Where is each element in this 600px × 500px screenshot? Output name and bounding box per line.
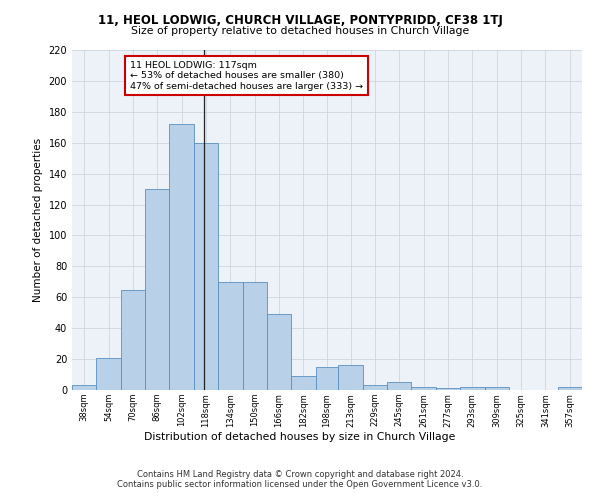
Bar bbox=[267, 314, 291, 390]
Text: Size of property relative to detached houses in Church Village: Size of property relative to detached ho… bbox=[131, 26, 469, 36]
Bar bbox=[485, 387, 509, 390]
Bar bbox=[557, 387, 582, 390]
Text: 11, HEOL LODWIG, CHURCH VILLAGE, PONTYPRIDD, CF38 1TJ: 11, HEOL LODWIG, CHURCH VILLAGE, PONTYPR… bbox=[98, 14, 502, 27]
Text: Distribution of detached houses by size in Church Village: Distribution of detached houses by size … bbox=[145, 432, 455, 442]
Bar bbox=[338, 366, 363, 390]
Bar bbox=[218, 282, 242, 390]
Bar bbox=[72, 386, 97, 390]
Bar bbox=[291, 376, 316, 390]
Text: Contains HM Land Registry data © Crown copyright and database right 2024.
Contai: Contains HM Land Registry data © Crown c… bbox=[118, 470, 482, 489]
Bar bbox=[316, 367, 338, 390]
Bar bbox=[460, 387, 485, 390]
Bar bbox=[194, 142, 218, 390]
Bar bbox=[363, 386, 387, 390]
Bar bbox=[145, 189, 169, 390]
Text: 11 HEOL LODWIG: 117sqm
← 53% of detached houses are smaller (380)
47% of semi-de: 11 HEOL LODWIG: 117sqm ← 53% of detached… bbox=[130, 61, 363, 90]
Bar bbox=[412, 387, 436, 390]
Y-axis label: Number of detached properties: Number of detached properties bbox=[33, 138, 43, 302]
Bar bbox=[97, 358, 121, 390]
Bar bbox=[121, 290, 145, 390]
Bar bbox=[436, 388, 460, 390]
Bar bbox=[169, 124, 194, 390]
Bar bbox=[242, 282, 267, 390]
Bar bbox=[387, 382, 412, 390]
